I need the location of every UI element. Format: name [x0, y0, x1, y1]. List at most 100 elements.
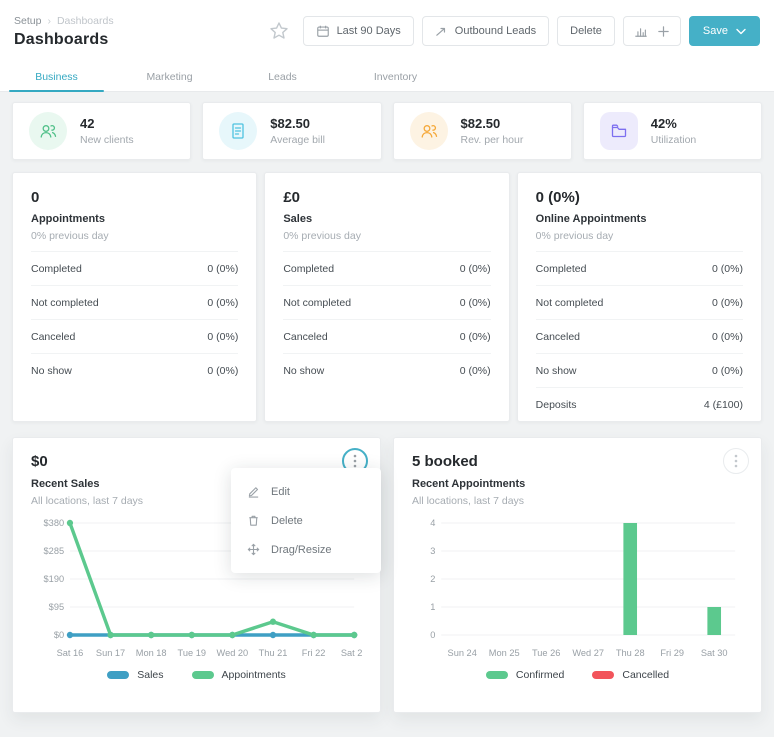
legend-item: Sales [107, 669, 164, 681]
save-label: Save [702, 25, 728, 37]
star-icon [269, 22, 288, 39]
kpi-label: Rev. per hour [460, 134, 524, 146]
kpi-value: $82.50 [270, 116, 311, 131]
chart-subtitle: Recent Appointments [412, 478, 526, 490]
chart-legend: Confirmed Cancelled [412, 669, 743, 681]
legend-item: Cancelled [592, 669, 669, 681]
svg-text:Thu 28: Thu 28 [616, 648, 645, 658]
stat-row: No show 0 (0%) [535, 353, 743, 387]
legend-item: Appointments [191, 669, 286, 681]
dashboard-tabs: Business Marketing Leads Inventory [0, 62, 774, 92]
recent-sales-card: $0 Recent Sales All locations, last 7 da… [12, 437, 381, 713]
kpi-value: 42% [650, 116, 677, 131]
calendar-icon [316, 25, 329, 37]
edit-icon [248, 487, 259, 498]
panel-subtext: 0% previous day [535, 230, 614, 242]
menu-item-edit[interactable]: Edit [231, 477, 381, 506]
svg-text:Thu 21: Thu 21 [259, 648, 288, 658]
svg-text:Sun 24: Sun 24 [448, 648, 477, 658]
tab-marketing[interactable]: Marketing [146, 70, 193, 83]
bar-chart-icon [635, 28, 647, 37]
tab-leads[interactable]: Leads [268, 70, 297, 83]
tab-business[interactable]: Business [0, 62, 113, 92]
sales-panel: £0 Sales 0% previous day Completed 0 (0%)… [264, 172, 510, 422]
recent-sales-chart: $380 $285 $190 $95 $0 Sat 16 Sun 17 Mon 18 Tue 1… [44, 518, 362, 658]
kebab-icon [734, 454, 738, 468]
kpi-row: 42 New clients $82.50 Average bill [12, 102, 762, 160]
chart-subtitle: Recent Sales [31, 478, 100, 490]
svg-text:3: 3 [430, 546, 435, 556]
svg-text:Mon 18: Mon 18 [136, 648, 167, 658]
stat-row: No show 0 (0%) [31, 353, 239, 387]
stat-row: Completed 0 (0%) [535, 251, 743, 285]
svg-text:$285: $285 [44, 546, 65, 556]
panel-label: Sales [283, 213, 313, 225]
widget-context-menu: Edit Delete Drag/Resize [231, 468, 381, 573]
bill-icon [232, 123, 244, 139]
charts-row: $0 Recent Sales All locations, last 7 da… [12, 437, 762, 737]
revenue-icon [421, 124, 437, 138]
panel-label: Online Appointments [535, 213, 647, 225]
plus-icon [658, 25, 669, 37]
date-range-button[interactable]: Last 90 Days [302, 16, 414, 46]
svg-text:Tue 26: Tue 26 [532, 648, 560, 658]
panel-subtext: 0% previous day [283, 230, 361, 242]
kpi-new-clients: 42 New clients [12, 102, 192, 160]
panel-value: 0 (0%) [535, 189, 580, 206]
recent-appointments-chart: 4 3 2 1 0 Sun 24 Mon 25 Tue 26 Wed 27 Thu 28 Fri 2… [430, 518, 736, 658]
stat-row: Not completed 0 (0%) [31, 285, 239, 319]
card-menu-button[interactable] [723, 448, 749, 474]
svg-text:4: 4 [430, 518, 435, 528]
menu-item-delete[interactable]: Delete [231, 506, 381, 535]
folder-icon [611, 124, 626, 138]
svg-text:Tue 19: Tue 19 [178, 648, 206, 658]
kpi-utilization: 42% Utilization [582, 102, 762, 160]
breadcrumb-setup[interactable]: Setup [14, 15, 42, 27]
svg-text:$95: $95 [49, 602, 64, 612]
svg-text:1: 1 [430, 602, 435, 612]
page-title: Dashboards [14, 31, 109, 48]
stat-row-deposits: Deposits 4 (£100) [535, 387, 743, 421]
legend-item: Confirmed [485, 669, 564, 681]
kpi-average-bill: $82.50 Average bill [202, 102, 382, 160]
add-widget-button[interactable] [622, 16, 681, 46]
delete-button[interactable]: Delete [557, 16, 615, 46]
dashboard-body: 42 New clients $82.50 Average bill [0, 92, 774, 737]
kpi-label: Average bill [270, 134, 325, 146]
stat-row: Not completed 0 (0%) [283, 285, 491, 319]
kebab-icon [353, 454, 357, 468]
panel-subtext: 0% previous day [31, 230, 109, 242]
trash-icon [249, 515, 258, 526]
kpi-value: $82.50 [460, 116, 501, 131]
trend-arrow-icon [436, 27, 445, 36]
panel-value: £0 [283, 189, 301, 206]
page-header: Setup › Dashboards Dashboards Last 90 Da… [0, 0, 774, 62]
chart-caption: All locations, last 7 days [412, 495, 525, 507]
svg-text:$0: $0 [54, 630, 64, 640]
panel-value: 0 [31, 189, 40, 206]
svg-text:$380: $380 [44, 518, 65, 528]
chart-legend: Sales Appointments [31, 669, 362, 681]
chart-caption: All locations, last 7 days [31, 495, 144, 507]
svg-text:$190: $190 [44, 574, 65, 584]
breadcrumb: Setup › Dashboards [14, 15, 114, 27]
breadcrumb-dashboards: Dashboards [56, 15, 114, 27]
chevron-down-icon [736, 28, 746, 34]
menu-item-drag-resize[interactable]: Drag/Resize [231, 535, 381, 564]
tab-inventory[interactable]: Inventory [373, 70, 418, 83]
svg-text:Wed 20: Wed 20 [217, 648, 249, 658]
kpi-rev-per-hour: $82.50 Rev. per hour [392, 102, 572, 160]
kpi-value: 42 [80, 116, 95, 131]
stat-row: Completed 0 (0%) [283, 251, 491, 285]
kpi-label: Utilization [650, 134, 697, 146]
panel-label: Appointments [31, 213, 105, 225]
svg-text:Sat 30: Sat 30 [701, 648, 728, 658]
chart-value: $0 [31, 453, 48, 470]
svg-text:2: 2 [430, 574, 435, 584]
online-appointments-panel: 0 (0%) Online Appointments 0% previous d… [516, 172, 762, 422]
favorite-button[interactable] [269, 21, 295, 41]
save-button[interactable]: Save [688, 16, 760, 46]
delete-label: Delete [570, 25, 602, 37]
outbound-leads-button[interactable]: Outbound Leads [421, 16, 550, 46]
stat-row: Not completed 0 (0%) [535, 285, 743, 319]
